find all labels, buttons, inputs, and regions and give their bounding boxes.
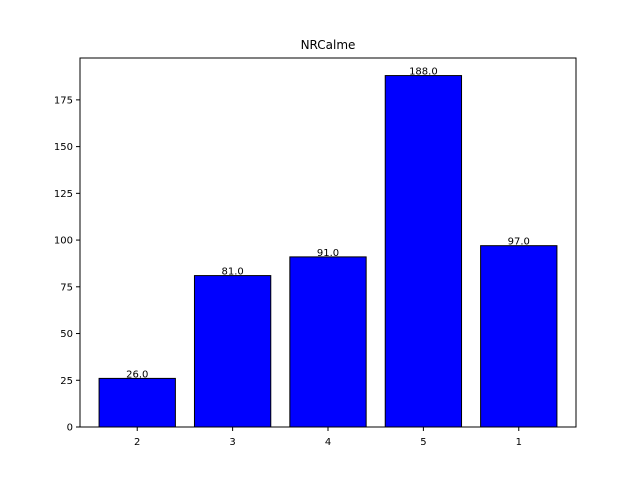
- y-tick-label-125: 125: [54, 189, 73, 200]
- x-tick-label-2: 2: [134, 437, 140, 448]
- x-tick-label-1: 1: [516, 437, 522, 448]
- bar-1: [480, 245, 558, 428]
- bar-2: [98, 377, 176, 428]
- data-label-1: 97.0: [508, 237, 530, 248]
- y-tick-label-150: 150: [54, 142, 73, 153]
- bars-group: [98, 75, 558, 428]
- data-label-2: 26.0: [126, 369, 148, 380]
- data-label-4: 91.0: [317, 248, 339, 259]
- x-tick-label-5: 5: [420, 437, 426, 448]
- data-label-3: 81.0: [221, 267, 243, 278]
- y-tick-label-100: 100: [54, 236, 73, 247]
- y-tick-label-175: 175: [54, 95, 73, 106]
- data-labels-group: 26.0 81.0 91.0 188.0 97.0: [126, 67, 530, 381]
- x-tick-label-3: 3: [229, 437, 235, 448]
- bar-3: [193, 275, 272, 428]
- y-tick-label-50: 50: [60, 329, 73, 340]
- plot-frame: [79, 57, 577, 428]
- x-axis: 2 3 4 5 1: [134, 427, 522, 448]
- y-tick-label-25: 25: [60, 376, 73, 387]
- y-axis: 0 25 50 75 100 125 150 175: [54, 95, 80, 434]
- chart-title: NRCalme: [301, 38, 356, 52]
- y-tick-label-0: 0: [67, 423, 73, 434]
- y-tick-label-75: 75: [60, 282, 73, 293]
- x-tick-label-4: 4: [325, 437, 331, 448]
- bar-4: [289, 256, 367, 428]
- bar-5: [384, 75, 463, 428]
- data-label-5: 188.0: [409, 67, 438, 78]
